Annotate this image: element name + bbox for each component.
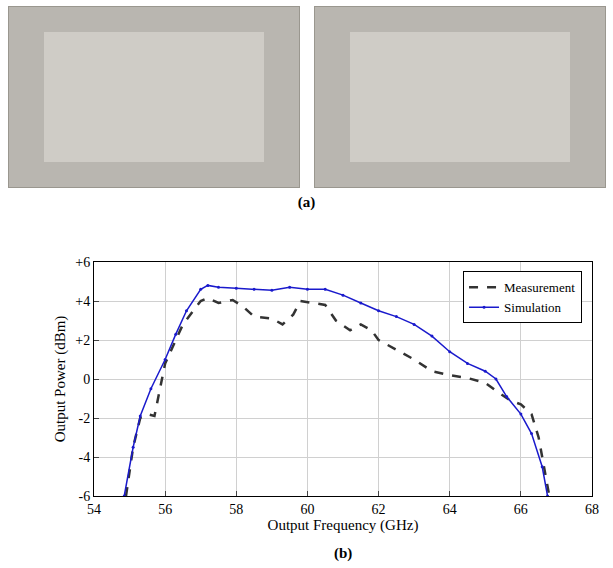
svg-text:Measurement: Measurement (504, 280, 575, 295)
svg-text:(b): (b) (334, 545, 352, 562)
svg-text:+2: +2 (75, 333, 90, 348)
html-text:(a): (a) (297, 194, 316, 210)
svg-text:60: 60 (300, 502, 314, 517)
svg-text:56: 56 (158, 502, 172, 517)
svg-text:68: 68 (585, 502, 599, 517)
svg-text:64: 64 (443, 502, 457, 517)
svg-text:66: 66 (514, 502, 528, 517)
svg-text:0: 0 (83, 372, 90, 387)
svg-text:-6: -6 (79, 489, 91, 504)
svg-text:Output Frequency (GHz): Output Frequency (GHz) (268, 517, 419, 534)
svg-text:-2: -2 (79, 411, 91, 426)
svg-text:-4: -4 (79, 450, 91, 465)
svg-text:58: 58 (229, 502, 243, 517)
svg-text:Output Power (dBm): Output Power (dBm) (52, 316, 69, 443)
svg-text:+4: +4 (75, 294, 90, 309)
svg-text:+6: +6 (75, 255, 90, 270)
svg-text:54: 54 (87, 502, 101, 517)
svg-text:62: 62 (372, 502, 386, 517)
svg-text:Simulation: Simulation (504, 300, 562, 315)
